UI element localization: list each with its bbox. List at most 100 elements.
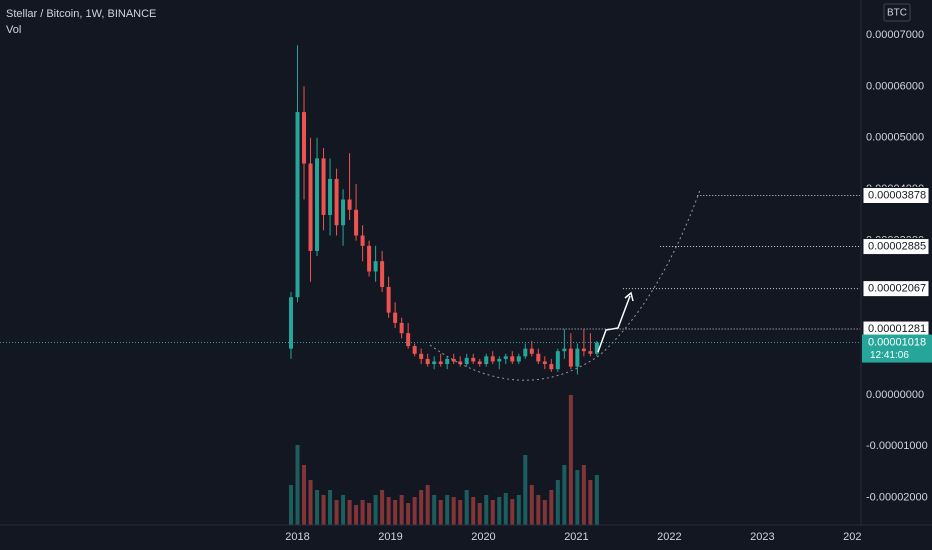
volume-bar <box>516 495 521 525</box>
volume-bar <box>380 490 385 525</box>
x-tick-label: 2019 <box>378 531 402 543</box>
candle-body <box>386 286 391 313</box>
volume-bar <box>302 465 307 525</box>
volume-bar <box>594 475 599 525</box>
volume-bar <box>347 500 352 525</box>
candle-body <box>380 261 385 287</box>
candle-body <box>464 357 469 365</box>
candle-body <box>542 361 547 365</box>
candle-body <box>536 353 541 362</box>
projection-arrow <box>597 295 631 353</box>
volume-bar <box>373 495 378 525</box>
candle-body <box>568 348 573 367</box>
candle-body <box>471 357 476 362</box>
chart-title: Stellar / Bitcoin, 1W, BINANCE <box>6 8 156 20</box>
candle-body <box>588 351 593 354</box>
candle-body <box>419 353 424 359</box>
volume-bar <box>360 500 365 525</box>
volume-bar <box>484 495 489 525</box>
candle-body <box>373 261 378 272</box>
volume-bar <box>490 500 495 525</box>
volume-bar <box>341 495 346 525</box>
candle-body <box>438 361 443 365</box>
candle-body <box>562 348 567 352</box>
x-tick-label: 2023 <box>750 531 774 543</box>
candle-body <box>295 112 300 298</box>
volume-bar <box>334 500 339 525</box>
candle-body <box>347 199 352 210</box>
volume-bar <box>542 500 547 525</box>
volume-bar <box>581 465 586 525</box>
candle-body <box>555 351 560 370</box>
candle-body <box>477 361 482 365</box>
last-price-box <box>862 334 932 363</box>
volume-bar <box>425 485 430 525</box>
level-label: 0.00002067 <box>868 283 926 295</box>
level-label-box <box>862 238 930 256</box>
volume-bar <box>568 395 573 525</box>
volume-bar <box>555 480 560 525</box>
level-label: 0.00001281 <box>868 323 926 335</box>
y-tick-label: 0.00007000 <box>866 29 924 41</box>
candle-body <box>503 356 508 359</box>
y-tick-label: -0.00002000 <box>866 492 928 504</box>
y-tick-label: 0.00006000 <box>866 80 924 92</box>
candle-body <box>549 364 554 370</box>
volume-bar <box>575 470 580 525</box>
volume-label: Vol <box>6 24 21 36</box>
volume-bar <box>477 503 482 525</box>
candle-body <box>302 112 307 164</box>
candle-body <box>581 348 586 352</box>
volume-bar <box>438 500 443 525</box>
candle-body <box>432 361 437 365</box>
candle-body <box>484 356 489 365</box>
last-price-label: 0.00001018 <box>868 336 926 348</box>
volume-bar <box>432 495 437 525</box>
volume-bar <box>308 480 313 525</box>
x-tick-label: 2020 <box>471 531 495 543</box>
volume-bar <box>419 490 424 525</box>
candle-body <box>289 297 294 349</box>
candle-body <box>575 348 580 367</box>
volume-bar <box>562 465 567 525</box>
volume-bar <box>289 485 294 525</box>
volume-bar <box>464 490 469 525</box>
x-tick-label: 2022 <box>657 531 681 543</box>
candle-body <box>425 358 430 365</box>
candle-body <box>321 158 326 215</box>
volume-bar <box>445 495 450 525</box>
candle-body <box>490 356 495 362</box>
volume-bar <box>399 495 404 525</box>
level-label-box <box>862 186 930 204</box>
volume-bar <box>503 493 508 525</box>
price-axis-pane <box>861 0 932 550</box>
candle-body <box>451 358 456 362</box>
volume-bar <box>315 490 320 525</box>
volume-bar <box>354 505 359 525</box>
candle-body <box>510 356 515 362</box>
countdown-label: 12:41:06 <box>870 350 909 361</box>
candle-body <box>315 158 320 251</box>
candle-body <box>360 235 365 246</box>
candle-body <box>328 178 333 215</box>
volume-bar <box>406 503 411 525</box>
level-label: 0.00002885 <box>868 240 926 252</box>
candle-body <box>399 322 404 334</box>
currency-box[interactable] <box>883 3 911 22</box>
volume-bar <box>386 497 391 525</box>
volume-bar <box>328 490 333 525</box>
candle-body <box>523 348 528 357</box>
volume-bar <box>367 503 372 525</box>
level-label: 0.00003878 <box>868 189 926 201</box>
candle-body <box>516 356 521 362</box>
cup-curve <box>429 189 701 381</box>
x-tick-label: 2018 <box>285 531 309 543</box>
candle-body <box>529 348 534 354</box>
candle-body <box>445 358 450 365</box>
y-tick-label: 0.00005000 <box>866 132 924 144</box>
candle-body <box>354 209 359 236</box>
currency-label[interactable]: BTC <box>887 8 907 19</box>
candle-body <box>497 358 502 362</box>
